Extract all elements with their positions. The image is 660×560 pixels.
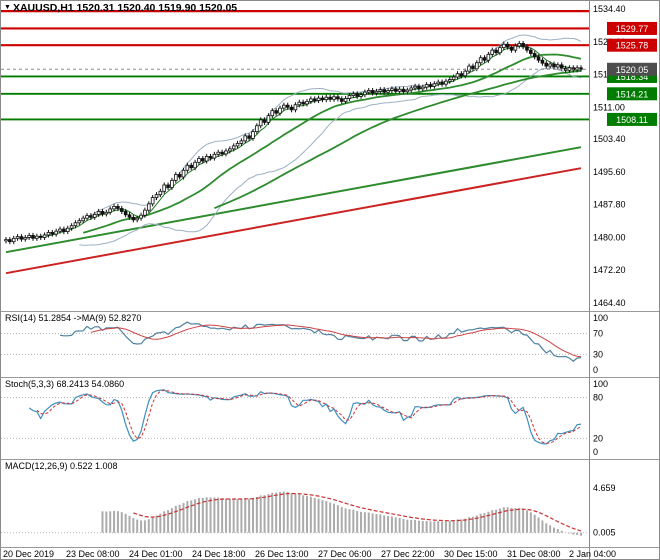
time-axis-label: 27 Dec 22:00 [381,549,435,559]
time-axis-label: 24 Dec 01:00 [129,549,183,559]
macd-canvas[interactable]: 4.659 0.005 [1,459,660,547]
svg-text:4.659: 4.659 [593,483,616,493]
price-level-badge: 1520.05 [607,62,657,76]
rsi-label: RSI(14) 51.2854 ->MA(9) 52.8270 [5,313,142,323]
stochastic-label: Stoch(5,3,3) 68.2413 54.0860 [5,379,125,389]
time-axis-label: 30 Dec 15:00 [444,549,498,559]
svg-text:1534.40: 1534.40 [593,4,626,14]
svg-text:100: 100 [593,313,608,323]
rsi-panel: 100 70 30 0 RSI(14) 51.2854 ->MA(9) 52.8270 [1,311,660,377]
moving-average-lines [21,45,582,240]
price-level-badge: 1514.21 [607,87,657,101]
rsi-canvas[interactable]: 100 70 30 0 [1,311,660,377]
svg-text:30: 30 [593,349,603,359]
trendlines [5,146,582,275]
svg-text:1464.40: 1464.40 [593,298,626,308]
svg-text:1511.00: 1511.00 [593,102,625,112]
svg-text:1495.60: 1495.60 [593,167,626,177]
svg-text:70: 70 [593,329,603,339]
stochastic-panel: 100 80 20 0 Stoch(5,3,3) 68.2413 54.0860 [1,377,660,459]
svg-text:0.005: 0.005 [593,528,616,538]
svg-text:1520.05: 1520.05 [616,65,649,75]
main-chart-panel: 1534.401526.601518.801511.001503.401495.… [1,1,660,311]
time-axis-label: 27 Dec 06:00 [318,549,372,559]
time-axis-label: 20 Dec 2019 [3,549,55,559]
svg-text:1508.11: 1508.11 [616,115,648,125]
price-level-badge: 1525.78 [607,38,657,52]
price-level-badge: 1508.11 [607,112,657,126]
svg-text:1487.80: 1487.80 [593,200,626,210]
svg-text:20: 20 [593,433,603,443]
time-axis-label: 23 Dec 08:00 [66,549,120,559]
stochastic-canvas[interactable]: 100 80 20 0 [1,377,660,459]
macd-panel: 4.659 0.005 MACD(12,26,9) 0.522 1.008 [1,459,660,547]
time-axis-label: 24 Dec 18:00 [192,549,246,559]
svg-text:80: 80 [593,393,603,403]
ohlc-values: 1520.31 1520.40 1519.90 1520.05 [76,2,238,14]
svg-text:1472.20: 1472.20 [593,265,626,275]
symbol-label: XAUUSD,H1 [12,2,74,14]
svg-text:0: 0 [593,447,598,457]
time-axis-label: 26 Dec 13:00 [255,549,309,559]
svg-text:1480.00: 1480.00 [593,232,626,242]
svg-text:0: 0 [593,365,598,375]
svg-text:1525.78: 1525.78 [616,41,649,51]
svg-text:1518.34: 1518.34 [616,72,649,82]
svg-text:1503.40: 1503.40 [593,134,626,144]
price-level-badge: 1529.77 [607,21,657,35]
candlesticks [4,40,583,245]
symbol-marker-icon: ▼ [4,4,11,11]
chart-title: ▼ XAUUSD,H1 1520.31 1520.40 1519.90 1520.… [4,2,237,14]
time-axis[interactable]: 20 Dec 2019 23 Dec 08:00 24 Dec 01:00 24 De… [1,547,659,559]
svg-text:1529.77: 1529.77 [616,24,649,34]
macd-label: MACD(12,26,9) 0.522 1.008 [5,461,118,471]
macd-histogram [101,491,582,536]
time-axis-label: 31 Dec 08:00 [507,549,561,559]
axis-corner-divider [589,548,590,559]
svg-text:100: 100 [593,379,608,389]
time-axis-label: 2 Jan 04:00 [569,549,617,559]
svg-text:1514.21: 1514.21 [616,89,649,99]
main-chart-canvas[interactable]: 1534.401526.601518.801511.001503.401495.… [1,1,660,311]
